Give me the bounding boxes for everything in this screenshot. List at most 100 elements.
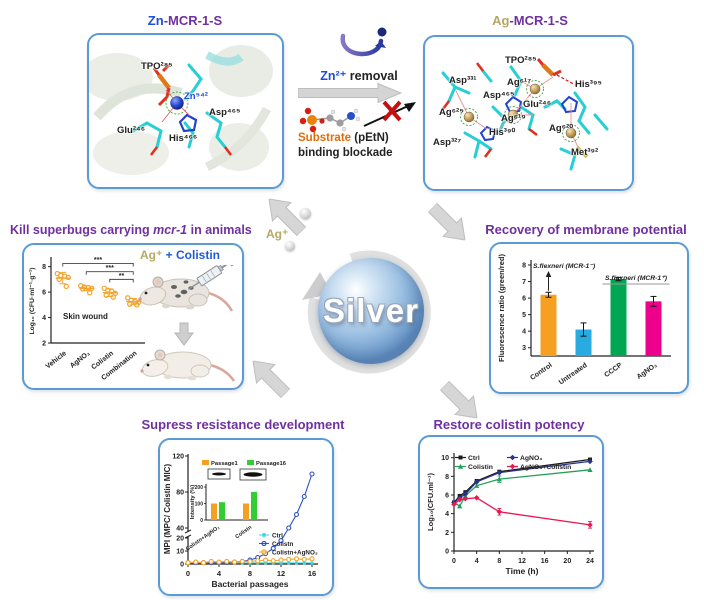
residue-label: Ag⁶¹⁹ [501, 113, 526, 124]
residue-label: His³⁹⁵ [575, 79, 602, 90]
svg-text:Intensity (%): Intensity (%) [190, 485, 196, 520]
svg-text:4: 4 [475, 558, 479, 565]
svg-text:0: 0 [445, 549, 449, 556]
recycle-arrow-icon [340, 27, 387, 57]
svg-text:200: 200 [195, 485, 204, 491]
resistance-line-chart: 0 10 20 40 80 120 0 4 8 12 16 Bacterial passages MPI… [163, 454, 318, 589]
transition-block: Zn²⁺ removal Substrate (pEtN) binding bl… [296, 26, 422, 160]
svg-text:AgNO₃: AgNO₃ [69, 350, 91, 370]
kill-subtitle: Ag⁺ + Colistin [122, 248, 238, 262]
ag-structure-scene: TPO²⁸⁵ Asp³³¹ Ag⁶¹⁷ His³⁹⁵ Asp⁴⁶⁵ Glu²⁴⁶ Ag⁶²⁵… [425, 37, 632, 189]
svg-text:80: 80 [176, 490, 184, 497]
zn-removal-rest: removal [346, 69, 398, 83]
svg-text:4: 4 [42, 315, 46, 322]
svg-text:10: 10 [176, 549, 184, 556]
residue-label: TPO²⁸⁵ [505, 55, 537, 66]
svg-text:Log₁₀(CFU.ml⁻¹): Log₁₀(CFU.ml⁻¹) [426, 473, 435, 531]
cycle-arrow-southwest-icon [242, 347, 299, 404]
svg-text:20: 20 [563, 558, 571, 565]
residue-label: Glu²⁴⁶ [117, 125, 146, 136]
zn-removal-metal: Zn²⁺ [320, 69, 347, 83]
down-arrow-icon [174, 322, 194, 346]
svg-text:4: 4 [445, 511, 449, 518]
ag-panel-title: Ag-MCR-1-S [430, 13, 630, 28]
cycle-arrow-southeast-icon [430, 375, 487, 432]
syringe-icon [188, 265, 235, 290]
svg-text:Colistn+AgNO₃: Colistn+AgNO₃ [185, 524, 222, 552]
residue-label: TPO²⁸⁵ [141, 61, 173, 72]
svg-text:Passage16: Passage16 [256, 461, 287, 467]
ag-ion-sphere-icon [285, 241, 295, 251]
svg-text:3: 3 [522, 345, 526, 352]
residue-label: Met³⁹² [571, 147, 599, 158]
svg-text:Bacterial passages: Bacterial passages [211, 579, 288, 589]
svg-text:20: 20 [176, 536, 184, 543]
svg-text:0: 0 [200, 518, 203, 524]
zn-panel-title: Zn-MCR-1-S [90, 13, 280, 28]
residue-label: Ag⁶²⁵ [439, 107, 464, 118]
svg-text:8: 8 [42, 264, 46, 271]
svg-text:Control: Control [529, 362, 553, 382]
svg-text:Colistn: Colistn [234, 524, 253, 540]
zn-structure-art [89, 45, 273, 175]
kill-subtitle-rest: + Colistin [162, 248, 221, 262]
kill-panel-title: Kill superbugs carrying mcr-1 in animals [10, 223, 252, 237]
residue-label: Asp³²⁷ [433, 137, 462, 148]
svg-text:AgNO₃+Colistin: AgNO₃+Colistin [520, 464, 571, 471]
residue-label: Ag⁶²⁰ [549, 123, 574, 134]
silver-sphere: Silver [318, 258, 424, 364]
svg-text:Time (h): Time (h) [506, 566, 539, 576]
blockade-label: binding blockade [298, 147, 393, 159]
svg-text:Ctrl: Ctrl [272, 533, 283, 540]
svg-text:Untreated: Untreated [558, 362, 589, 386]
svg-text:Vehicle: Vehicle [45, 350, 68, 370]
substrate-word: Substrate [298, 132, 352, 144]
residue-label: Asp³³¹ [449, 75, 477, 86]
svg-text:8: 8 [445, 474, 449, 481]
svg-text:Log₁₀ (CFU·ml⁻¹·g⁻¹): Log₁₀ (CFU·ml⁻¹·g⁻¹) [29, 267, 36, 334]
svg-text:8: 8 [248, 569, 252, 578]
svg-text:8: 8 [497, 558, 501, 565]
kill-title-post: in animals [187, 223, 252, 237]
svg-text:4: 4 [217, 569, 222, 578]
healthy-mouse [140, 349, 236, 382]
residue-label: Glu²⁴⁶ [523, 99, 552, 110]
ag-title-rest: -MCR-1-S [509, 13, 568, 28]
zn-atom [170, 96, 184, 110]
zn-structure-scene: TPO²⁸⁵ Zn⁵⁴² Asp⁴⁶⁵ Glu²⁴⁶ His⁴⁶⁶ [89, 35, 282, 187]
svg-text:16: 16 [308, 569, 316, 578]
svg-text:MPI (MPC/ Colistin MIC): MPI (MPC/ Colistin MIC) [163, 464, 172, 555]
svg-text:Colistn+AgNO₃: Colistn+AgNO₃ [272, 550, 318, 557]
kill-title-gene: mcr-1 [153, 223, 188, 237]
residue-label: Ag⁶¹⁷ [507, 77, 532, 88]
svg-text:2: 2 [445, 530, 449, 537]
svg-text:Colistin: Colistin [468, 464, 493, 471]
svg-text:10: 10 [441, 455, 449, 462]
ag-ion-sphere-icon [300, 208, 311, 219]
svg-text:100: 100 [195, 502, 204, 508]
svg-text:7: 7 [522, 279, 526, 286]
zn-removal-label: Zn²⁺ removal [296, 68, 422, 83]
svg-text:AgNO₃: AgNO₃ [636, 362, 659, 381]
svg-text:120: 120 [172, 454, 184, 461]
kill-superbugs-panel: Ag⁺ + Colistin 2 4 6 8 Log₁₀ (CFU·ml⁻¹·g⁻¹) V… [22, 243, 244, 390]
zn-ion-dot [377, 27, 387, 37]
svg-text:**: ** [119, 273, 125, 280]
residue-label: Asp⁴⁶⁵ [483, 90, 515, 101]
residue-label: His⁴⁶⁶ [169, 133, 198, 144]
svg-text:***: *** [94, 257, 102, 264]
svg-text:16: 16 [541, 558, 549, 565]
svg-text:Ctrl: Ctrl [468, 455, 480, 462]
svg-text:Skin wound: Skin wound [63, 312, 108, 321]
svg-text:S.flexneri (MCR-1⁻): S.flexneri (MCR-1⁻) [533, 263, 596, 270]
ag-ion-label: Ag⁺ [266, 227, 289, 241]
restore-panel-title: Restore colistin potency [433, 417, 585, 432]
membrane-potential-bar-chart: 3 4 5 6 7 8 Fluorescence ratio (green/red) Cont… [497, 254, 671, 386]
svg-text:CCCP: CCCP [603, 362, 624, 379]
residue-label: His³⁹⁰ [489, 127, 516, 138]
cycle-arrow-northeast-icon [418, 197, 475, 254]
substrate-label: Substrate (pEtN) [298, 132, 389, 144]
svg-text:S.flexneri (MCR-1⁺): S.flexneri (MCR-1⁺) [605, 275, 668, 282]
